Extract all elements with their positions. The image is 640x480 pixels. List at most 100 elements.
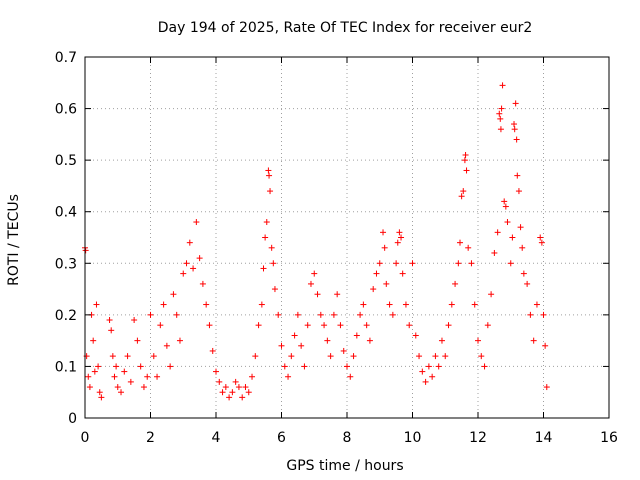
data-point (530, 337, 537, 344)
data-point (543, 384, 550, 391)
data-point (507, 260, 514, 267)
x-tick-label: 10 (404, 430, 422, 446)
x-tick-label: 4 (212, 430, 221, 446)
data-point (429, 373, 436, 380)
data-point (520, 270, 527, 277)
data-point (314, 291, 321, 298)
data-point (461, 157, 468, 164)
data-point (422, 378, 429, 385)
data-point (317, 311, 324, 318)
y-tick-label: 0.5 (55, 153, 77, 169)
data-point (376, 260, 383, 267)
data-point (468, 260, 475, 267)
data-point (524, 280, 531, 287)
data-point (93, 301, 100, 308)
data-point (266, 172, 273, 179)
data-point (458, 193, 465, 200)
data-point (121, 368, 128, 375)
data-point (252, 353, 259, 360)
data-point (157, 322, 164, 329)
data-point (334, 291, 341, 298)
data-point (118, 389, 125, 396)
data-point (478, 353, 485, 360)
data-point (366, 337, 373, 344)
data-point (406, 322, 413, 329)
data-point (260, 265, 267, 272)
data-point (307, 280, 314, 287)
data-point (95, 363, 102, 370)
data-point (494, 229, 501, 236)
data-point (540, 311, 547, 318)
data-point (475, 337, 481, 344)
y-axis-label: ROTI / TECUs (6, 194, 22, 286)
data-point (167, 363, 174, 370)
data-point (298, 342, 305, 349)
data-point (173, 311, 180, 318)
x-tick-label: 0 (81, 430, 90, 446)
data-point (163, 342, 170, 349)
data-point (394, 239, 401, 246)
data-point (515, 188, 522, 195)
data-point (350, 353, 357, 360)
data-point (193, 219, 200, 226)
data-point (462, 151, 469, 158)
data-point (86, 384, 93, 391)
data-points (82, 82, 550, 401)
data-point (219, 389, 226, 396)
data-point (271, 286, 278, 293)
data-point (324, 337, 331, 344)
data-point (190, 265, 197, 272)
data-point (396, 229, 403, 236)
data-point (288, 353, 295, 360)
y-tick-labels: 0 0.1 0.2 0.3 0.4 0.5 0.6 0.7 (55, 50, 77, 427)
data-point (258, 301, 265, 308)
data-point (267, 188, 274, 195)
data-point (275, 311, 282, 318)
data-point (176, 337, 183, 344)
data-point (113, 363, 120, 370)
data-point (186, 239, 193, 246)
data-point (353, 332, 360, 339)
data-point (533, 301, 540, 308)
data-point (134, 337, 141, 344)
data-point (513, 136, 520, 143)
data-point (216, 378, 223, 385)
data-point (511, 126, 518, 133)
data-point (124, 353, 131, 360)
data-point (270, 260, 277, 267)
data-point (82, 247, 89, 254)
chart-title: Day 194 of 2025, Rate Of TEC Index for r… (158, 20, 533, 36)
data-point (509, 234, 516, 241)
data-point (438, 337, 445, 344)
data-point (199, 280, 206, 287)
data-point (209, 347, 216, 354)
data-point (488, 291, 495, 298)
data-point (106, 317, 113, 324)
data-point (347, 373, 354, 380)
data-point (398, 234, 405, 241)
data-point (160, 301, 167, 308)
data-point (249, 373, 256, 380)
data-point (262, 234, 269, 241)
data-point (170, 291, 177, 298)
data-point (452, 280, 459, 287)
data-point (140, 384, 147, 391)
data-point (512, 100, 519, 107)
data-point (265, 167, 272, 174)
data-point (242, 384, 249, 391)
data-point (504, 219, 511, 226)
data-point (538, 239, 545, 246)
data-point (393, 260, 400, 267)
data-point (281, 363, 288, 370)
data-point (114, 384, 121, 391)
data-point (131, 317, 138, 324)
data-point (90, 337, 97, 344)
data-point (98, 394, 105, 401)
data-point (330, 311, 337, 318)
data-point (357, 311, 364, 318)
data-point (137, 363, 144, 370)
data-point (537, 234, 544, 241)
data-point (108, 327, 115, 334)
data-point (245, 389, 252, 396)
data-point (542, 342, 549, 349)
